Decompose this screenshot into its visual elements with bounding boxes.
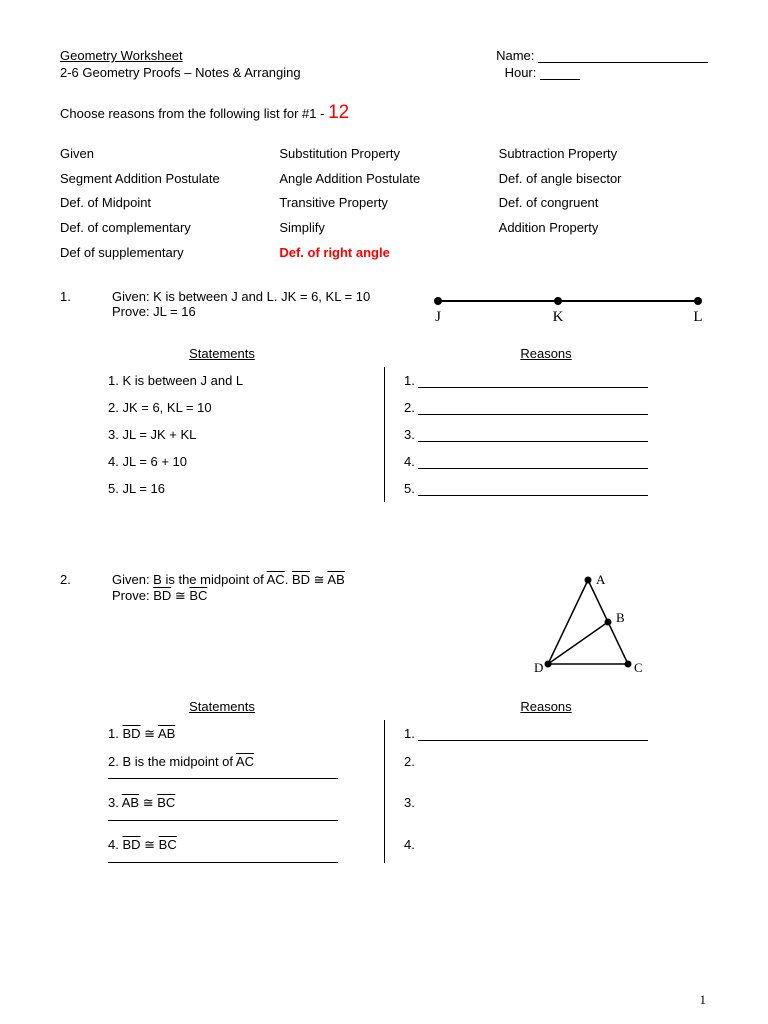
reason-blank: [418, 429, 648, 442]
proof-1-body: 1. K is between J and L1. 2. JK = 6, KL …: [60, 367, 708, 502]
svg-text:D: D: [534, 660, 543, 675]
worksheet-subtitle: 2-6 Geometry Proofs – Notes & Arranging: [60, 65, 301, 80]
instruction: Choose reasons from the following list f…: [60, 102, 708, 124]
header-row-1: Geometry Worksheet Name:: [60, 48, 708, 63]
worksheet-page: Geometry Worksheet Name: 2-6 Geometry Pr…: [0, 0, 768, 1024]
statement-blank: [108, 777, 338, 779]
name-blank: [538, 62, 708, 63]
problem-2: 2. Given: B is the midpoint of AC. BD ≅ …: [60, 572, 708, 863]
figure-line-jkl: J K L: [428, 289, 708, 332]
reasons-col-1: Given Segment Addition Postulate Def. of…: [60, 142, 269, 265]
proof-2-divider: [384, 720, 385, 863]
svg-text:K: K: [553, 309, 564, 325]
reasons-col-2: Substitution Property Angle Addition Pos…: [279, 142, 488, 265]
reason-blank: [418, 375, 648, 388]
worksheet-title: Geometry Worksheet: [60, 48, 183, 63]
page-number: 1: [700, 992, 707, 1008]
proof-1-titles: Statements Reasons: [60, 346, 708, 361]
hour-blank: [540, 79, 580, 80]
problem-1: 1. Given: K is between J and L. JK = 6, …: [60, 289, 708, 502]
reason-blank: [418, 483, 648, 496]
svg-text:B: B: [616, 610, 625, 625]
name-field: Name:: [496, 48, 708, 63]
reason-blank: [418, 456, 648, 469]
figure-triangle-abcd: A B C D: [528, 572, 708, 685]
reasons-col-3: Subtraction Property Def. of angle bisec…: [499, 142, 708, 265]
header-row-2: 2-6 Geometry Proofs – Notes & Arranging …: [60, 65, 708, 80]
reasons-list: Given Segment Addition Postulate Def. of…: [60, 142, 708, 265]
svg-text:L: L: [693, 309, 702, 325]
proof-2-body: 1. BD ≅ AB 1. 2. B is the midpoint of AC…: [60, 720, 708, 863]
svg-text:A: A: [596, 572, 606, 587]
svg-text:C: C: [634, 660, 643, 675]
reason-blank: [418, 728, 648, 741]
problem-1-header: 1. Given: K is between J and L. JK = 6, …: [60, 289, 708, 332]
svg-text:J: J: [435, 309, 441, 325]
hour-field: Hour:: [505, 65, 708, 80]
statement-blank: [108, 819, 338, 821]
problem-2-header: 2. Given: B is the midpoint of AC. BD ≅ …: [60, 572, 708, 685]
proof-2-titles: Statements Reasons: [60, 699, 708, 714]
reason-blank: [418, 402, 648, 415]
proof-1-divider: [384, 367, 385, 502]
statement-blank: [108, 861, 338, 863]
